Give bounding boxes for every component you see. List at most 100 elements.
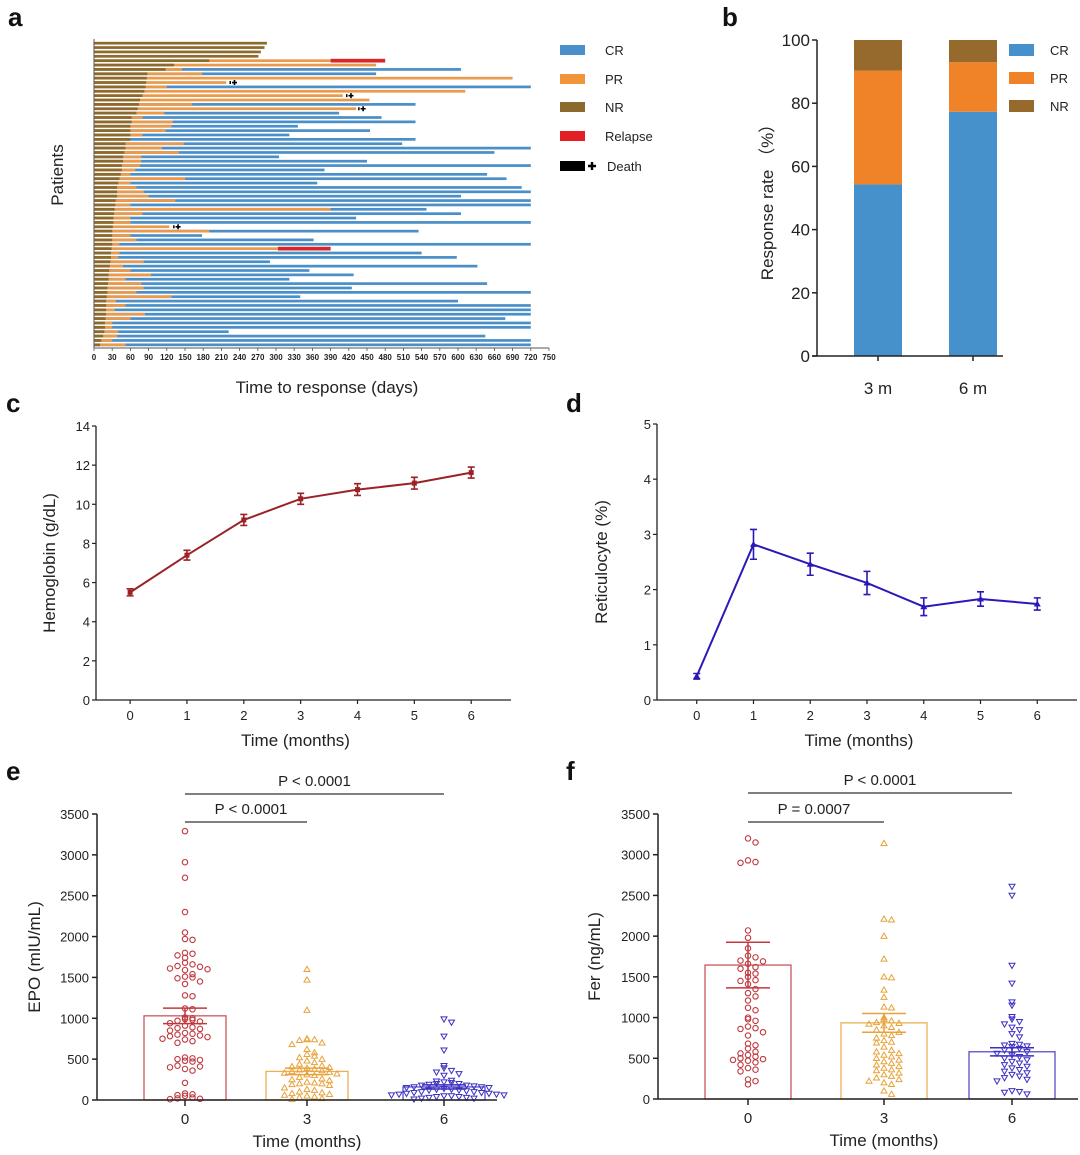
x-axis-label: Time (months) [253,1132,362,1151]
x-tick-label: 90 [144,353,153,362]
group-3 [265,965,349,1102]
data-point [1015,1018,1024,1026]
y-tick-label: 60 [791,157,810,176]
patient-row [94,177,507,181]
data-point [189,992,196,1000]
panel-f-ferritin-scatter: 0 500 1000 1500 2000 2500 3000 3500 0 3 6 Time (mon… [585,772,1078,1150]
y-tick-label: 2500 [60,889,89,904]
y-tick-label: 0 [643,1092,650,1107]
nr-bar [94,339,102,342]
cr-bar [94,212,462,216]
cr-bar [94,256,457,259]
patient-row [94,238,314,242]
death-mark [345,94,348,98]
data-point [887,1052,896,1060]
sem-error-bar [163,1007,207,1025]
legend-swatch [560,74,585,84]
data-point [744,989,752,997]
x-tick-label: 330 [288,353,302,362]
patient-row [94,151,495,154]
y-tick-label: 1000 [60,1011,89,1026]
data-point [183,549,191,561]
x-tick-label: 510 [397,353,411,362]
data-point [752,993,759,1000]
data-point [752,1077,759,1085]
legend-label: CR [605,43,624,58]
data-point [288,1095,296,1102]
data-point [303,1050,311,1057]
data-point [303,1091,311,1099]
y-tick-label: 6 [83,576,90,591]
patient-row [94,89,466,93]
nr-bar [94,264,110,268]
x-tick-label: 120 [160,353,174,362]
cr-bar [94,260,270,264]
data-point [440,1072,448,1080]
x-tick-label: 570 [433,353,447,362]
y-tick-label: 1 [644,638,651,653]
patient-row [94,68,462,71]
triangle-marker [1033,600,1041,607]
data-point [887,1046,896,1053]
data-point [387,1092,396,1100]
data-point [174,1017,181,1024]
nr-bar [94,164,122,167]
data-point [737,1068,744,1075]
data-point [196,1056,204,1064]
data-point [310,1092,319,1100]
data-point [189,1024,196,1031]
nr-bar [94,225,113,229]
y-tick-label: 3500 [60,807,89,822]
data-point [166,1033,174,1040]
cr-bar [94,181,318,185]
data-point [181,1092,189,1100]
data-point [174,1091,181,1099]
pr-bar [94,295,172,299]
data-point [189,936,196,944]
x-tick-label: 0 [181,1111,189,1128]
x-tick-label: 630 [470,353,484,362]
nr-bar [94,308,107,312]
patient-row [94,325,531,329]
data-point [159,1035,166,1042]
p-value-label: P < 0.0001 [215,801,288,818]
nr-bar [94,129,131,132]
data-point [318,1088,326,1096]
data-point [455,1080,463,1088]
sem-error-bar [285,1067,329,1076]
group-3 [840,839,928,1100]
data-point [759,958,767,965]
data-point [181,874,189,881]
data-point [880,985,888,993]
y-tick-label: 0 [801,347,810,366]
patient-row [94,106,366,112]
data-point [181,1057,189,1065]
data-point [280,1083,289,1091]
y-tick-label: 1000 [621,1011,650,1026]
nr-bar [94,321,105,325]
pr-bar [94,291,137,294]
nr-bar [94,325,105,329]
significance-bracket: P < 0.0001 [748,772,1012,794]
panel-label-a: a [8,2,23,32]
data-point [744,1045,752,1052]
data-point [288,1067,296,1075]
data-point [887,973,896,981]
data-point [455,1087,463,1095]
data-point [1033,597,1041,611]
patient-row [94,260,270,264]
patient-row [94,172,488,176]
data-point [295,1093,304,1101]
x-tick-label: 720 [524,353,538,362]
nr-bar [94,295,107,299]
cr-bar [94,72,377,76]
patient-row [94,330,229,334]
data-point [303,1006,311,1013]
data-point [440,1093,448,1100]
data-point [1023,1049,1031,1056]
data-point [872,1018,881,1026]
data-point [887,1031,896,1039]
cr-bar [94,138,416,141]
cr-bar [94,168,325,172]
data-point [880,954,888,962]
